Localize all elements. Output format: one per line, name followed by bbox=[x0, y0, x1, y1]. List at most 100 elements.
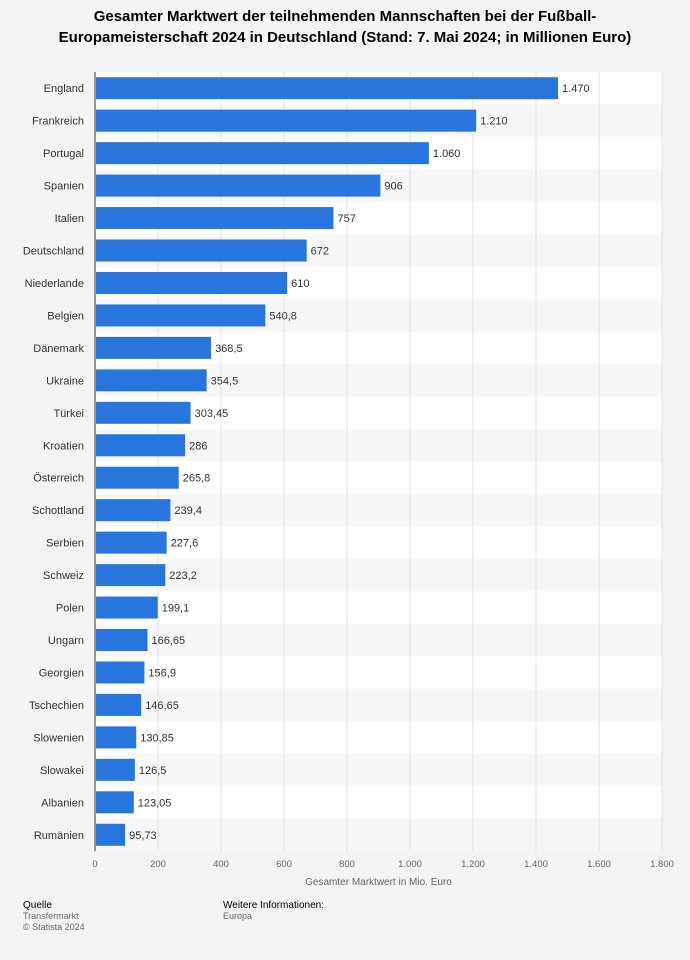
value-label: 1.060 bbox=[433, 148, 461, 160]
bar bbox=[96, 629, 148, 652]
value-label: 265,8 bbox=[183, 473, 211, 485]
bar bbox=[96, 434, 186, 457]
value-label: 199,1 bbox=[162, 603, 190, 615]
category-label: Schottland bbox=[32, 505, 84, 517]
category-label: Serbien bbox=[46, 538, 84, 550]
category-label: Tschechien bbox=[29, 700, 84, 712]
category-label: Rumänien bbox=[34, 830, 84, 842]
value-label: 1.210 bbox=[480, 116, 508, 128]
value-label: 156,9 bbox=[148, 667, 176, 679]
bar bbox=[96, 531, 167, 554]
row-stripe bbox=[95, 688, 662, 722]
category-label: Kroatien bbox=[43, 440, 84, 452]
category-label: Türkei bbox=[53, 408, 84, 420]
bar bbox=[96, 466, 179, 489]
category-label: Belgien bbox=[47, 310, 84, 322]
category-label: Albanien bbox=[41, 797, 84, 809]
bar bbox=[96, 499, 171, 522]
category-label: Slowenien bbox=[33, 732, 84, 744]
row-stripe bbox=[95, 753, 662, 787]
chart-title-line-1: Gesamter Marktwert der teilnehmenden Man… bbox=[93, 8, 597, 25]
bar bbox=[96, 661, 145, 684]
bar bbox=[96, 336, 212, 359]
value-label: 146,65 bbox=[145, 700, 179, 712]
copyright: © Statista 2024 bbox=[23, 922, 85, 932]
bar bbox=[96, 823, 126, 846]
category-label: Frankreich bbox=[32, 116, 84, 128]
footer-info: Weitere Informationen: Europa bbox=[223, 900, 324, 922]
x-tick-label: 400 bbox=[213, 859, 229, 870]
row-stripe bbox=[95, 493, 662, 527]
value-label: 239,4 bbox=[174, 505, 202, 517]
bar bbox=[96, 758, 135, 781]
value-label: 166,65 bbox=[151, 635, 185, 647]
x-axis-label: Gesamter Marktwert in Mio. Euro bbox=[305, 877, 452, 888]
bar bbox=[96, 109, 477, 132]
value-label: 126,5 bbox=[139, 765, 167, 777]
bar bbox=[96, 271, 288, 294]
category-label: Schweiz bbox=[43, 570, 84, 582]
row-stripe bbox=[95, 818, 662, 851]
category-label: England bbox=[44, 83, 84, 95]
x-tick-label: 1.800 bbox=[650, 859, 674, 870]
value-label: 286 bbox=[189, 440, 207, 452]
value-label: 354,5 bbox=[211, 375, 239, 387]
category-label: Spanien bbox=[44, 181, 84, 193]
value-label: 95,73 bbox=[129, 830, 157, 842]
value-label: 906 bbox=[384, 181, 402, 193]
bar bbox=[96, 77, 559, 100]
value-label: 130,85 bbox=[140, 732, 174, 744]
row-stripe bbox=[95, 623, 662, 657]
value-label: 1.470 bbox=[562, 83, 590, 95]
chart-title: Gesamter Marktwert der teilnehmenden Man… bbox=[20, 6, 670, 48]
bar bbox=[96, 596, 158, 619]
bar bbox=[96, 239, 307, 262]
category-label: Niederlande bbox=[25, 278, 84, 290]
value-label: 123,05 bbox=[138, 797, 172, 809]
source-name[interactable]: Transfermarkt bbox=[23, 911, 79, 921]
bar bbox=[96, 791, 134, 814]
category-label: Österreich bbox=[33, 473, 84, 485]
x-tick-label: 600 bbox=[276, 859, 292, 870]
bar bbox=[96, 369, 207, 392]
bar bbox=[96, 142, 429, 165]
chart-title-line-2: Europameisterschaft 2024 in Deutschland … bbox=[58, 29, 632, 46]
footer-source: Quelle Transfermarkt © Statista 2024 bbox=[23, 900, 85, 933]
value-label: 303,45 bbox=[195, 408, 229, 420]
value-label: 227,6 bbox=[171, 538, 199, 550]
x-tick-label: 1.400 bbox=[524, 859, 548, 870]
bar bbox=[96, 726, 137, 749]
source-label: Quelle bbox=[23, 900, 52, 911]
x-tick-label: 1.200 bbox=[461, 859, 485, 870]
bar bbox=[96, 693, 142, 716]
category-label: Ungarn bbox=[48, 635, 84, 647]
bar-chart: England 1.470 Frankreich 1.210 Portugal 1.060… bbox=[23, 72, 674, 888]
x-tick-label: 0 bbox=[92, 859, 97, 870]
bar bbox=[96, 304, 266, 327]
category-label: Polen bbox=[56, 603, 84, 615]
row-stripe bbox=[95, 429, 662, 462]
value-label: 368,5 bbox=[215, 343, 243, 355]
x-tick-label: 800 bbox=[339, 859, 355, 870]
x-tick-label: 1.600 bbox=[587, 859, 611, 870]
value-label: 223,2 bbox=[169, 570, 197, 582]
category-label: Portugal bbox=[43, 148, 84, 160]
bar bbox=[96, 174, 381, 197]
value-label: 540,8 bbox=[269, 310, 297, 322]
bar bbox=[96, 564, 166, 587]
bar bbox=[96, 207, 334, 230]
category-label: Italien bbox=[55, 213, 84, 225]
x-tick-label: 200 bbox=[150, 859, 166, 870]
category-label: Ukraine bbox=[46, 375, 84, 387]
category-label: Dänemark bbox=[33, 343, 84, 355]
x-tick-label: 1.000 bbox=[398, 859, 422, 870]
category-label: Georgien bbox=[39, 667, 84, 679]
bar bbox=[96, 401, 191, 424]
info-label: Weitere Informationen: bbox=[223, 900, 324, 911]
value-label: 672 bbox=[311, 246, 329, 258]
category-label: Deutschland bbox=[23, 246, 84, 258]
value-label: 610 bbox=[291, 278, 309, 290]
value-label: 757 bbox=[337, 213, 355, 225]
row-stripe bbox=[95, 558, 662, 592]
category-label: Slowakei bbox=[40, 765, 84, 777]
